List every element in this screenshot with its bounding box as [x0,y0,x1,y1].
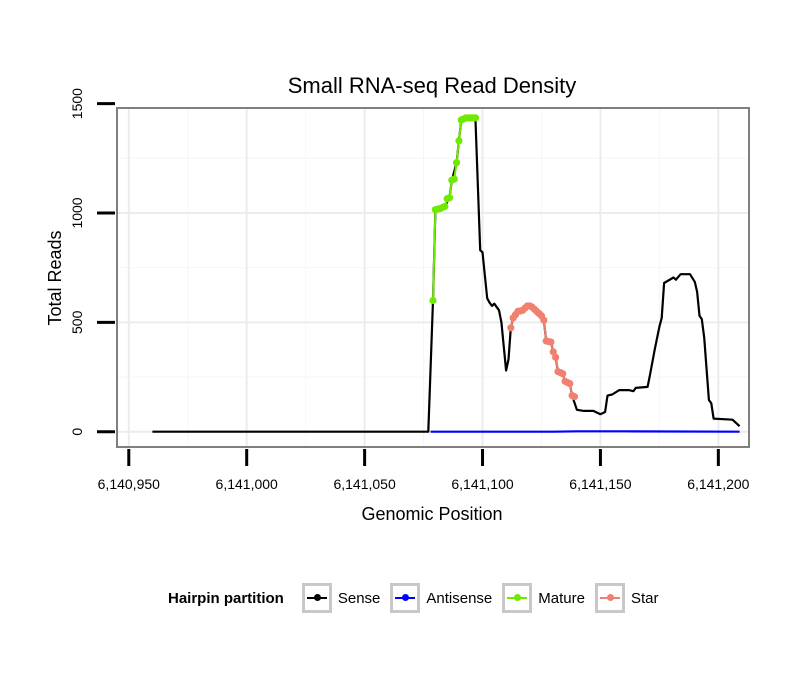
y-tick-label: 1500 [69,88,85,119]
legend-label: Antisense [426,589,493,607]
legend-item-mature: Mature [502,583,585,613]
legend-label: Sense [337,589,381,607]
data-point-star [549,348,557,356]
plot-border [116,107,750,448]
chart-title: Small RNA-seq Read Density [288,73,577,98]
data-point-star [570,393,579,401]
legend-key [301,583,332,613]
data-point-mature [455,137,463,145]
y-tick-label: 500 [69,310,85,334]
data-point-mature [450,175,458,183]
legend-key [502,583,533,613]
legend: Hairpin partition Sense Antisense Mature St… [168,582,668,614]
legend-item-star: Star [594,583,659,613]
plot-panel [116,107,750,448]
y-axis-label: Total Reads [45,230,65,325]
legend-title: Hairpin partition [168,589,284,607]
legend-item-sense: Sense [301,583,381,613]
data-point-star [540,316,548,324]
y-tick-label: 0 [69,428,85,436]
data-point-mature [471,114,480,122]
legend-item-antisense: Antisense [390,583,492,613]
data-point-mature [445,194,454,202]
series-star [507,302,579,401]
x-tick-label: 6,141,200 [687,476,749,492]
legend-items: Sense Antisense Mature Star [301,583,669,613]
x-tick-label: 6,141,150 [569,476,631,492]
data-point-star [547,338,555,346]
series-mature [429,114,480,305]
data-point-star [552,353,560,361]
legend-key [390,583,421,613]
data-point-star [559,370,567,378]
data-point-star [566,379,574,388]
data-point-mature [441,202,449,211]
data-point-mature [429,296,437,305]
x-tick-label: 6,141,100 [451,476,513,492]
x-tick-label: 6,141,000 [216,476,278,492]
legend-label: Mature [538,589,585,607]
x-axis-label: Genomic Position [361,504,502,524]
data-point-mature [452,159,461,167]
x-tick-label: 6,140,950 [98,476,160,492]
data-series [152,114,741,433]
x-tick-label: 6,141,050 [333,476,395,492]
axes: 6,140,950 6,141,000 6,141,050 6,141,100 6,14… [69,88,750,492]
y-tick-label: 1000 [69,197,85,228]
data-point-star [507,324,515,332]
legend-key [594,583,625,613]
legend-label: Star [630,589,659,607]
